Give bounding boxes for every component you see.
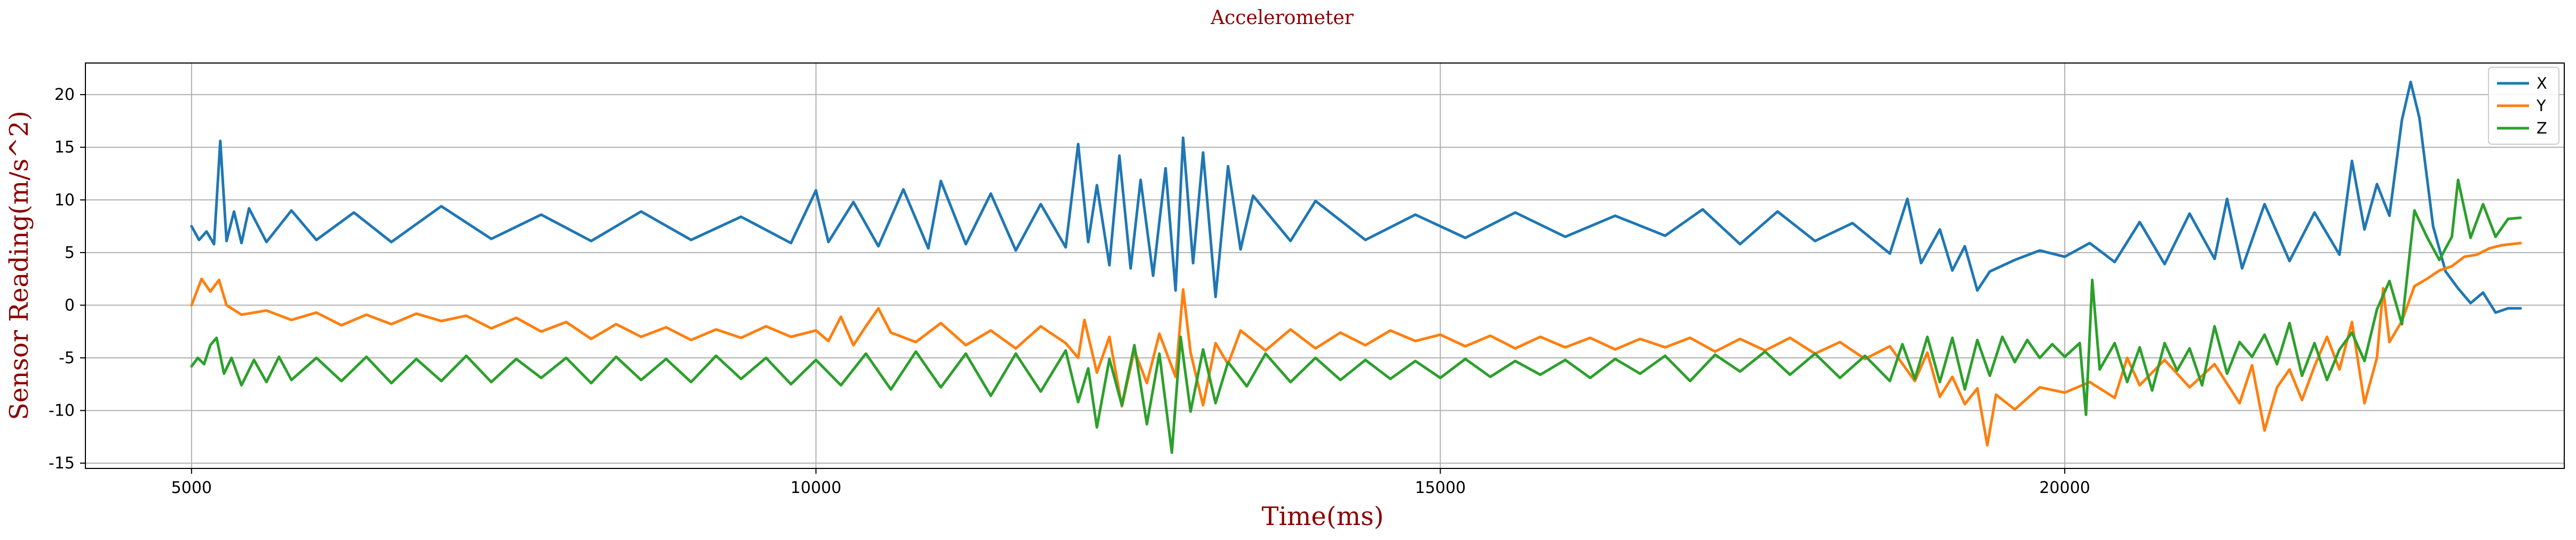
y-tick-label: -15 [49,454,75,473]
x-tick-label: 5000 [171,479,212,497]
series-line-x [190,81,2522,314]
legend: XYZ [2488,67,2559,145]
x-axis-label: Time(ms) [1262,502,1384,531]
y-tick-label: 10 [54,191,75,209]
x-tick-label: 20000 [2039,479,2090,497]
axis-ticks: 5000 10000 15000 20000 -15 -10 -5 0 5 10 15 20 [49,85,2090,497]
series-line-z [190,178,2522,454]
x-tick-label: 15000 [1415,479,1466,497]
legend-label-y: Y [2536,97,2546,115]
x-tick-label: 10000 [791,479,841,497]
y-tick-label: -5 [59,349,75,367]
y-tick-label: -10 [49,402,75,420]
grid [85,63,2564,468]
legend-label-x: X [2537,74,2547,92]
y-tick-label: 15 [54,138,75,157]
y-tick-label: 5 [65,244,75,262]
y-tick-label: 0 [65,296,75,315]
y-axis-label: Sensor Reading(m/s^2) [4,111,34,420]
plot-frame [85,62,2565,469]
series-line-y [190,241,2522,447]
series-lines [190,81,2522,454]
legend-label-z: Z [2537,119,2547,137]
y-tick-label: 20 [54,85,75,104]
chart-title: Accelerometer [1210,7,1354,29]
